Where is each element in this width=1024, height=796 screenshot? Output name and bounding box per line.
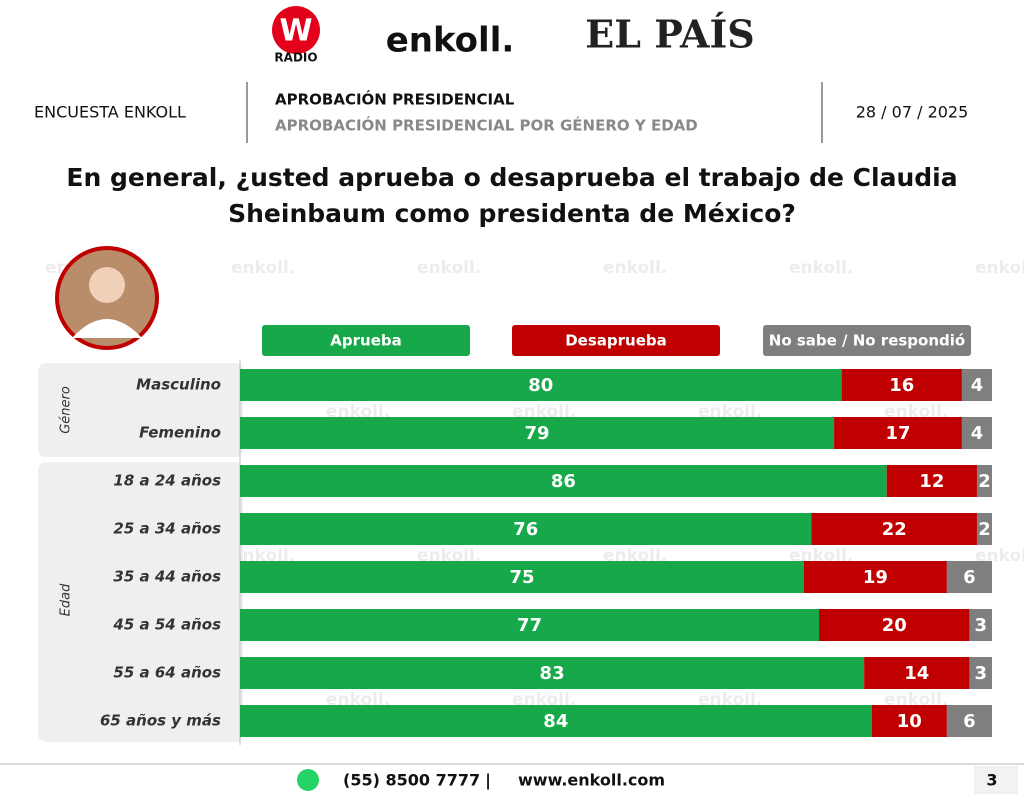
bar-segment [240, 705, 872, 737]
value-label: 6 [963, 567, 976, 588]
value-label: 12 [919, 471, 944, 492]
category-label: 25 a 34 años [113, 520, 221, 538]
value-label: 14 [904, 663, 929, 684]
watermark: enkoll. [975, 258, 1024, 278]
footer-separator: | [485, 771, 491, 791]
value-label: 83 [540, 663, 565, 684]
value-label: 6 [963, 711, 976, 732]
value-label: 80 [528, 375, 553, 396]
category-label: 18 a 24 años [113, 472, 221, 490]
value-label: 3 [974, 663, 987, 684]
category-label: Masculino [136, 376, 221, 394]
bar-segment [946, 705, 992, 737]
category-label: 55 a 64 años [113, 664, 221, 682]
whatsapp-icon [297, 769, 319, 791]
group-panel [38, 462, 243, 742]
bar-segment [240, 465, 887, 497]
bar-segment [240, 609, 820, 641]
value-label: 84 [543, 711, 568, 732]
legend-label: No sabe / No respondió [769, 332, 965, 350]
value-label: 76 [513, 519, 538, 540]
bar-segment [240, 561, 804, 593]
value-label: 20 [882, 615, 907, 636]
watermark: enkoll. [417, 258, 481, 278]
logo-w-circle [272, 6, 320, 54]
category-label: 35 a 44 años [113, 568, 221, 586]
value-label: 17 [885, 423, 910, 444]
legend-swatch [512, 325, 720, 356]
page-box [974, 766, 1018, 794]
bar-segment [976, 513, 992, 545]
survey-label: ENCUESTA ENKOLL [34, 103, 186, 122]
header-title: APROBACIÓN PRESIDENCIAL [275, 90, 515, 109]
photo-face [89, 267, 125, 303]
bar-segment [976, 465, 992, 497]
bar-segment [804, 561, 947, 593]
legend-label: Desaprueba [565, 332, 667, 350]
group-label: Género [59, 386, 74, 434]
bar-segment [819, 609, 970, 641]
bar-segment [240, 513, 812, 545]
value-label: 75 [509, 567, 534, 588]
logo-enkoll: enkoll. [386, 21, 515, 61]
legend-swatch [763, 325, 971, 356]
bar-segment [841, 369, 962, 401]
value-label: 4 [971, 375, 984, 396]
bar-segment [871, 705, 947, 737]
bar-segment [240, 369, 842, 401]
photo-body [72, 319, 142, 338]
value-label: 2 [978, 471, 991, 492]
header-subtitle: APROBACIÓN PRESIDENCIAL POR GÉNERO Y EDA… [275, 116, 698, 135]
watermark: enkoll. [789, 258, 853, 278]
value-label: 4 [971, 423, 984, 444]
value-label: 79 [525, 423, 550, 444]
watermark: enkoll. [231, 258, 295, 278]
bar-segment [946, 561, 992, 593]
category-label: 65 años y más [100, 712, 221, 730]
value-label: 3 [974, 615, 987, 636]
category-label: Femenino [139, 424, 221, 442]
bar-segment [240, 417, 835, 449]
bar-segment [834, 417, 962, 449]
footer-phone: (55) 8500 7777 [343, 771, 480, 790]
logo-elpais: EL PAÍS [585, 12, 754, 57]
date: 28 / 07 / 2025 [856, 103, 969, 122]
bar-segment [240, 657, 865, 689]
bar-segment [811, 513, 977, 545]
value-label: 86 [551, 471, 576, 492]
value-label: 10 [897, 711, 922, 732]
bar-segment [961, 369, 992, 401]
value-label: 22 [882, 519, 907, 540]
category-label: 45 a 54 años [112, 616, 221, 634]
group-label: Edad [59, 583, 74, 616]
legend-label: Aprueba [330, 332, 401, 350]
footer-web: www.enkoll.com [518, 771, 665, 790]
chart-title: En general, ¿usted aprueba o desaprueba … [66, 163, 958, 228]
value-label: 77 [517, 615, 542, 636]
bar-segment [886, 465, 977, 497]
value-label: 19 [863, 567, 888, 588]
bar-segment [961, 417, 992, 449]
bar-segment [969, 657, 992, 689]
bar-segment [864, 657, 970, 689]
group-panel [38, 363, 243, 457]
logo-radio: RADIO [274, 51, 317, 65]
bar-segment [969, 609, 992, 641]
watermark: enkoll. [603, 258, 667, 278]
logo-w: W [279, 14, 312, 49]
page-number: 3 [986, 771, 997, 790]
value-label: 16 [889, 375, 914, 396]
legend-swatch [262, 325, 470, 356]
value-label: 2 [978, 519, 991, 540]
